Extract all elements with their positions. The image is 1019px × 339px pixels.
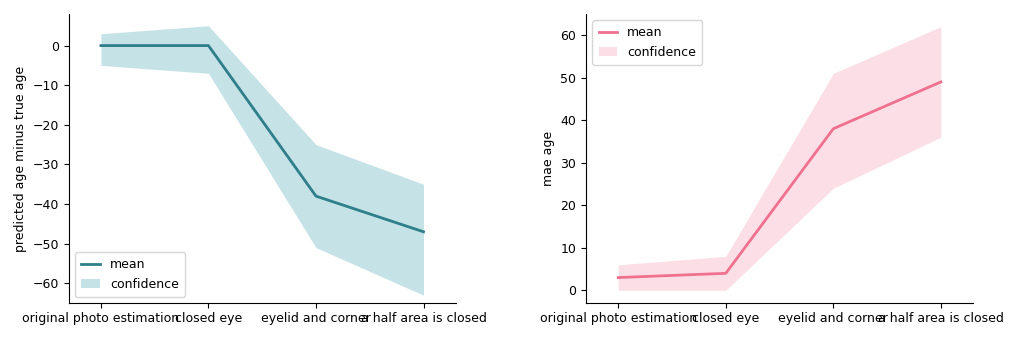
Y-axis label: predicted age minus true age: predicted age minus true age	[14, 65, 26, 252]
Y-axis label: mae age: mae age	[541, 131, 554, 186]
Legend: mean, confidence: mean, confidence	[74, 252, 184, 297]
Legend: mean, confidence: mean, confidence	[592, 20, 702, 65]
